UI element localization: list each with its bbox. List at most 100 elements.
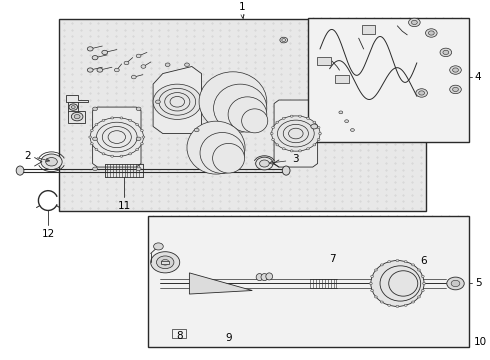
- Circle shape: [97, 122, 137, 152]
- Circle shape: [87, 68, 93, 72]
- Circle shape: [306, 117, 309, 119]
- Circle shape: [276, 121, 279, 123]
- Bar: [362, 25, 375, 34]
- Circle shape: [412, 20, 417, 24]
- Bar: [59, 19, 426, 211]
- Circle shape: [311, 124, 318, 129]
- Text: 10: 10: [474, 337, 487, 347]
- Circle shape: [416, 89, 427, 97]
- Circle shape: [90, 118, 144, 157]
- Circle shape: [318, 132, 321, 135]
- Circle shape: [298, 115, 301, 117]
- Circle shape: [260, 160, 269, 167]
- Circle shape: [339, 111, 343, 114]
- Circle shape: [90, 129, 93, 131]
- Circle shape: [156, 256, 174, 269]
- Circle shape: [136, 148, 139, 150]
- Circle shape: [450, 66, 461, 74]
- Text: 7: 7: [329, 254, 336, 264]
- Circle shape: [111, 117, 114, 119]
- Circle shape: [396, 305, 399, 307]
- Circle shape: [388, 261, 391, 263]
- Polygon shape: [274, 100, 318, 167]
- Text: 12: 12: [42, 229, 55, 239]
- Bar: [317, 57, 331, 66]
- Circle shape: [136, 107, 141, 111]
- Circle shape: [283, 124, 308, 143]
- Circle shape: [453, 68, 459, 72]
- Circle shape: [350, 129, 354, 131]
- Circle shape: [170, 96, 185, 107]
- Bar: [172, 329, 186, 338]
- Ellipse shape: [228, 97, 267, 132]
- Ellipse shape: [16, 166, 24, 175]
- Circle shape: [129, 153, 132, 155]
- Circle shape: [370, 289, 373, 292]
- Circle shape: [136, 123, 139, 126]
- Bar: [148, 216, 469, 347]
- Circle shape: [155, 100, 160, 104]
- Bar: [308, 18, 469, 142]
- Circle shape: [298, 150, 301, 152]
- Circle shape: [136, 54, 141, 58]
- Circle shape: [317, 126, 320, 129]
- Text: 11: 11: [118, 201, 131, 211]
- Ellipse shape: [371, 261, 424, 306]
- Circle shape: [102, 153, 105, 155]
- Circle shape: [412, 301, 415, 303]
- Circle shape: [422, 282, 425, 284]
- Circle shape: [388, 304, 391, 306]
- Bar: [161, 261, 169, 264]
- Circle shape: [153, 243, 163, 250]
- Circle shape: [161, 260, 169, 265]
- Circle shape: [450, 85, 461, 94]
- Circle shape: [374, 296, 377, 298]
- Circle shape: [140, 143, 143, 145]
- Circle shape: [451, 280, 460, 287]
- Circle shape: [194, 128, 199, 132]
- Circle shape: [136, 167, 141, 171]
- Circle shape: [276, 144, 279, 146]
- Circle shape: [440, 48, 452, 57]
- Circle shape: [453, 87, 459, 91]
- Circle shape: [374, 269, 377, 271]
- Circle shape: [129, 119, 132, 121]
- Circle shape: [102, 50, 108, 54]
- Circle shape: [92, 55, 98, 60]
- Ellipse shape: [380, 266, 421, 301]
- Circle shape: [140, 129, 143, 131]
- Ellipse shape: [256, 274, 263, 281]
- Circle shape: [396, 260, 399, 262]
- Circle shape: [131, 75, 136, 79]
- Circle shape: [425, 29, 437, 37]
- Polygon shape: [66, 95, 88, 102]
- Polygon shape: [69, 111, 85, 123]
- Circle shape: [282, 117, 285, 119]
- Circle shape: [151, 252, 180, 273]
- Circle shape: [380, 264, 383, 266]
- Circle shape: [72, 112, 83, 121]
- Circle shape: [136, 137, 141, 141]
- Circle shape: [41, 154, 62, 170]
- Circle shape: [290, 115, 293, 117]
- Circle shape: [417, 269, 420, 271]
- Circle shape: [289, 128, 303, 139]
- Circle shape: [46, 158, 57, 166]
- Circle shape: [93, 167, 98, 171]
- Circle shape: [95, 123, 98, 126]
- Circle shape: [185, 63, 190, 67]
- Text: 5: 5: [475, 279, 482, 288]
- Circle shape: [419, 91, 424, 95]
- Circle shape: [159, 88, 196, 115]
- Circle shape: [404, 261, 407, 263]
- Ellipse shape: [242, 109, 268, 133]
- Circle shape: [344, 120, 348, 123]
- Circle shape: [102, 126, 131, 148]
- Circle shape: [87, 47, 93, 51]
- Circle shape: [120, 117, 123, 119]
- Circle shape: [74, 114, 80, 119]
- Ellipse shape: [282, 166, 290, 175]
- Circle shape: [69, 104, 77, 110]
- Circle shape: [313, 121, 316, 123]
- Circle shape: [90, 143, 93, 145]
